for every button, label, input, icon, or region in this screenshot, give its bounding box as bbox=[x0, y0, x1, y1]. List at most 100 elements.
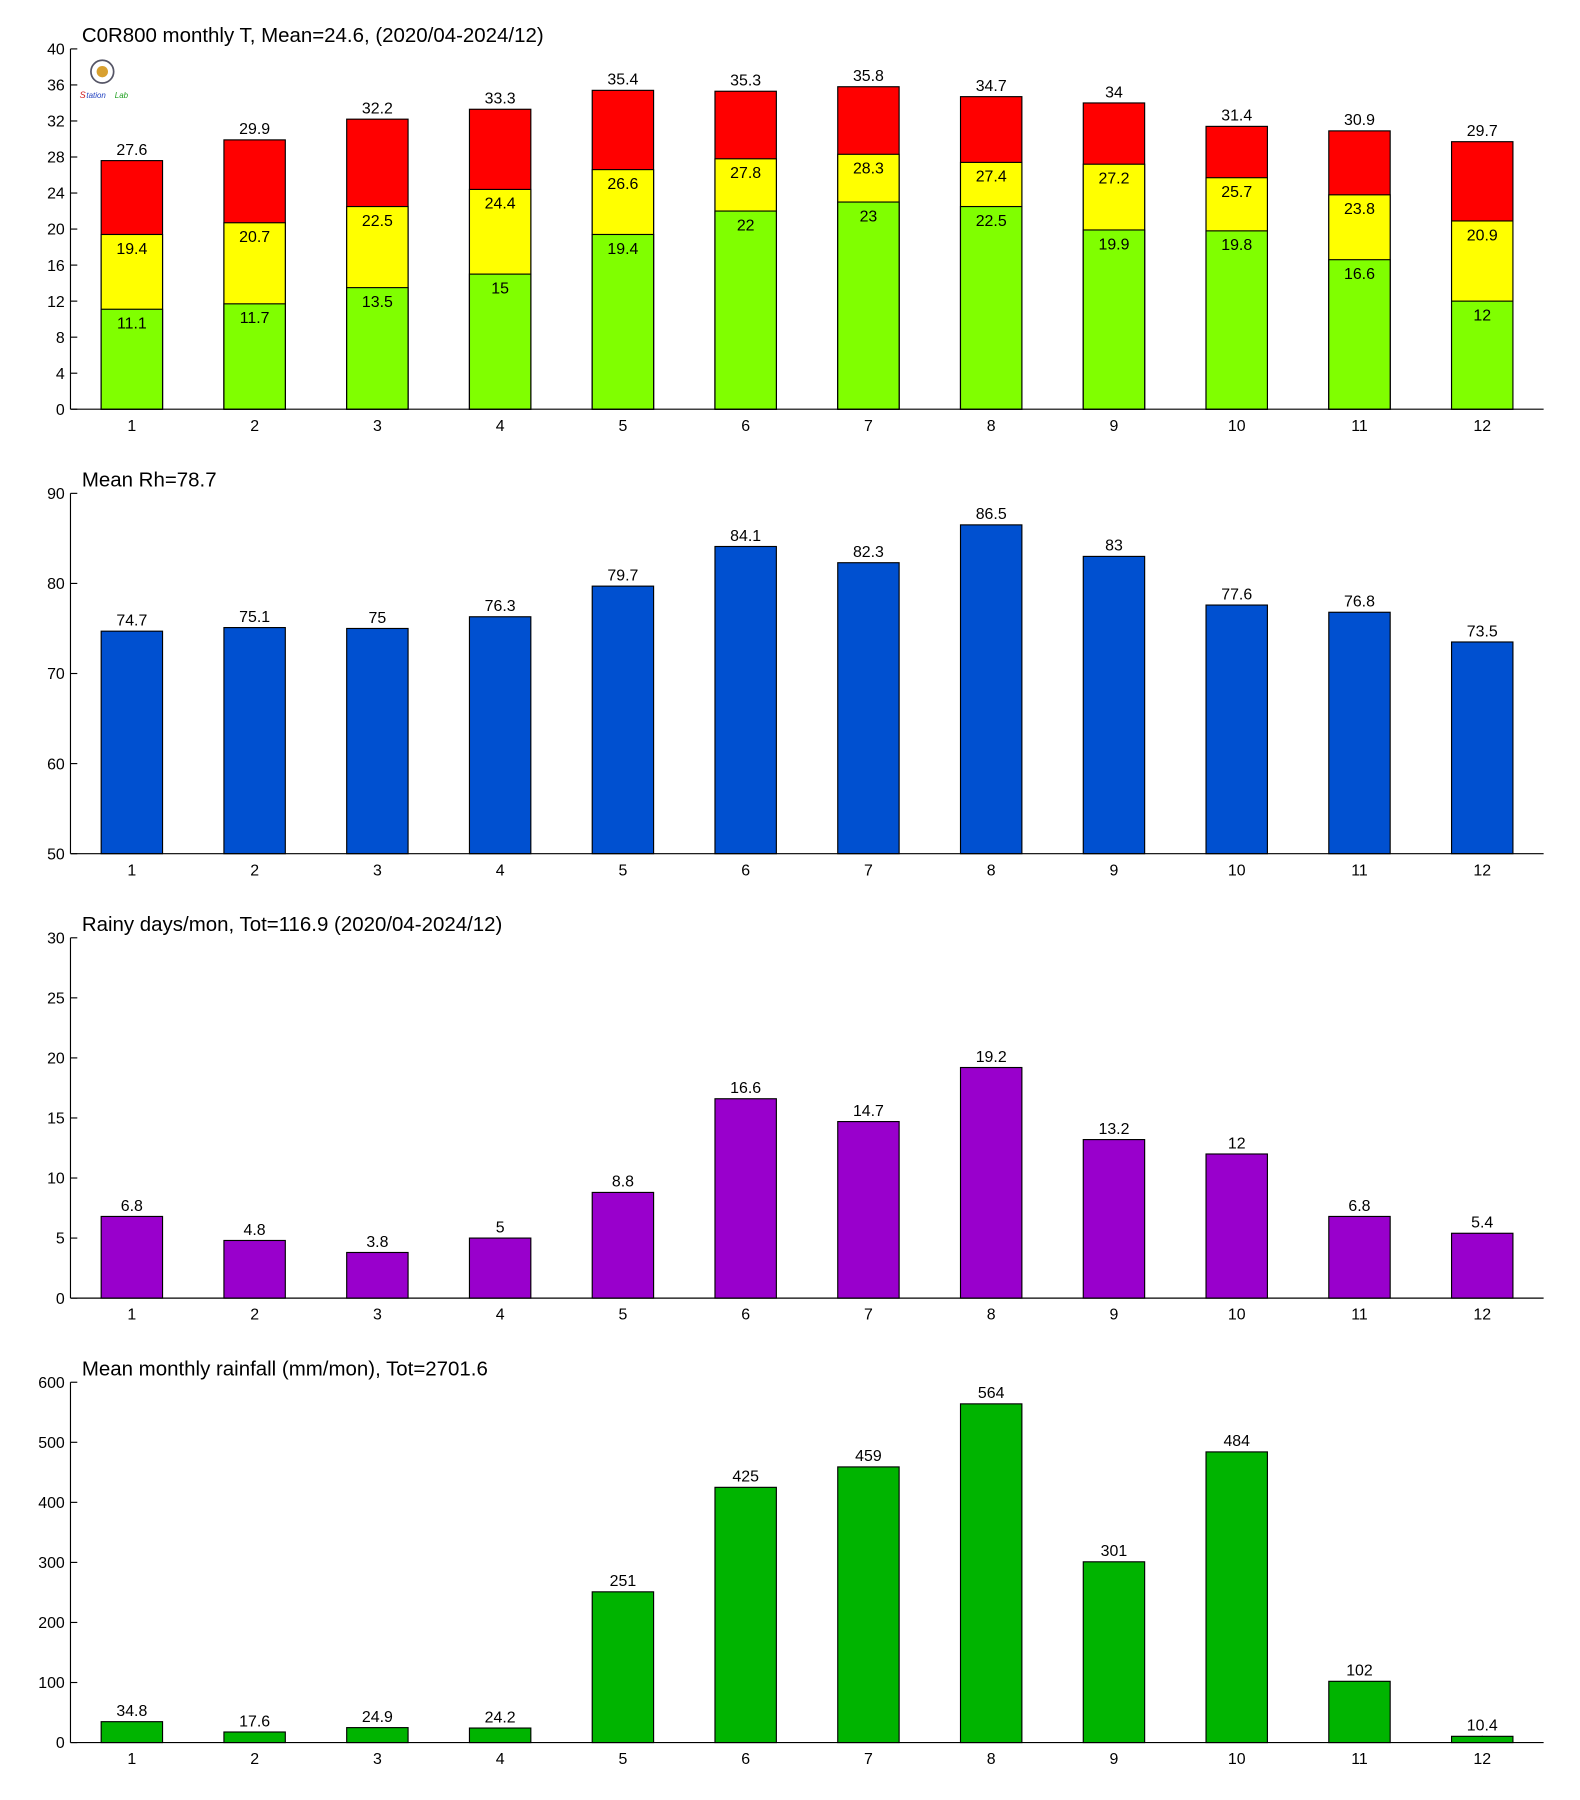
y-tick-label: 4 bbox=[56, 366, 65, 383]
bar bbox=[100, 1721, 164, 1744]
data-label: 29.7 bbox=[1467, 123, 1498, 140]
data-label: 20.9 bbox=[1467, 227, 1498, 244]
x-tick-label: 12 bbox=[1473, 862, 1491, 879]
y-tick-label: 32 bbox=[47, 114, 65, 131]
x-tick-label: 11 bbox=[1351, 862, 1368, 879]
x-tick-label: 7 bbox=[864, 862, 873, 879]
bar bbox=[100, 630, 164, 855]
data-label: 11.1 bbox=[117, 316, 147, 333]
data-label: 19.4 bbox=[607, 241, 638, 258]
bar bbox=[591, 233, 655, 410]
y-tick-label: 0 bbox=[56, 402, 65, 419]
bar bbox=[468, 273, 532, 410]
y-tick-label: 70 bbox=[47, 666, 65, 683]
data-label: 27.6 bbox=[116, 142, 147, 159]
data-label: 27.2 bbox=[1098, 171, 1129, 188]
data-label: 19.4 bbox=[116, 241, 147, 258]
bar bbox=[223, 303, 286, 410]
x-tick-label: 1 bbox=[127, 862, 136, 879]
data-label: 73.5 bbox=[1467, 623, 1498, 640]
x-tick-label: 1 bbox=[127, 418, 136, 435]
data-label: 19.9 bbox=[1098, 236, 1129, 253]
data-label: 23.8 bbox=[1344, 201, 1375, 218]
bar bbox=[959, 1403, 1023, 1744]
x-tick-label: 12 bbox=[1473, 418, 1491, 435]
data-label: 12 bbox=[1473, 307, 1491, 324]
data-label: 74.7 bbox=[116, 612, 147, 629]
data-label: 17.6 bbox=[239, 1713, 270, 1730]
bar bbox=[1450, 1232, 1514, 1299]
data-label: 76.3 bbox=[485, 598, 516, 615]
data-label: 30.9 bbox=[1344, 112, 1375, 129]
bar bbox=[837, 562, 900, 855]
data-label: 76.8 bbox=[1344, 594, 1375, 611]
y-tick-label: 20 bbox=[47, 222, 65, 239]
x-tick-label: 10 bbox=[1228, 1751, 1246, 1768]
bar bbox=[468, 616, 532, 855]
data-label: 35.4 bbox=[607, 72, 638, 89]
y-tick-label: 100 bbox=[38, 1675, 65, 1692]
bar bbox=[1450, 641, 1514, 855]
data-label: 82.3 bbox=[853, 544, 884, 561]
x-tick-label: 2 bbox=[250, 1751, 259, 1768]
chart-title: Rainy days/mon, Tot=116.9 (2020/04-2024/… bbox=[82, 913, 503, 936]
data-label: 19.8 bbox=[1221, 237, 1252, 254]
data-label: 75 bbox=[369, 610, 387, 627]
data-label: 84.1 bbox=[730, 528, 761, 545]
data-label: 11.7 bbox=[240, 310, 270, 327]
svg-text:S: S bbox=[80, 90, 86, 100]
data-label: 425 bbox=[732, 1469, 759, 1486]
bar bbox=[591, 1591, 655, 1744]
x-tick-label: 11 bbox=[1351, 418, 1368, 435]
x-tick-label: 8 bbox=[987, 418, 996, 435]
x-tick-label: 5 bbox=[618, 862, 627, 879]
data-label: 26.6 bbox=[607, 176, 638, 193]
bar bbox=[100, 308, 164, 410]
y-tick-label: 300 bbox=[38, 1555, 65, 1572]
y-tick-label: 30 bbox=[47, 930, 65, 947]
y-tick-label: 20 bbox=[47, 1051, 65, 1068]
x-tick-label: 12 bbox=[1473, 1751, 1491, 1768]
data-label: 5 bbox=[496, 1219, 505, 1236]
data-label: 6.8 bbox=[121, 1198, 143, 1215]
x-tick-label: 3 bbox=[373, 1751, 382, 1768]
logo: S tation Lab bbox=[80, 59, 129, 100]
x-tick-label: 1 bbox=[127, 1751, 136, 1768]
y-tick-label: 40 bbox=[47, 42, 65, 59]
bar bbox=[346, 287, 409, 410]
bar bbox=[959, 205, 1023, 410]
x-tick-label: 3 bbox=[373, 1307, 382, 1324]
y-tick-label: 0 bbox=[56, 1291, 65, 1308]
x-tick-label: 4 bbox=[496, 1751, 505, 1768]
bar bbox=[1082, 1561, 1146, 1744]
data-label: 13.2 bbox=[1098, 1121, 1129, 1138]
data-label: 251 bbox=[610, 1573, 637, 1590]
data-label: 22.5 bbox=[976, 213, 1007, 230]
data-label: 29.9 bbox=[239, 121, 270, 138]
bar bbox=[468, 1727, 532, 1744]
data-label: 75.1 bbox=[239, 609, 270, 626]
bar bbox=[837, 1466, 900, 1744]
y-tick-label: 15 bbox=[47, 1111, 65, 1128]
y-tick-label: 8 bbox=[56, 330, 65, 347]
data-label: 14.7 bbox=[853, 1103, 884, 1120]
x-tick-label: 8 bbox=[987, 862, 996, 879]
y-tick-label: 10 bbox=[47, 1171, 65, 1188]
data-label: 20.7 bbox=[239, 229, 270, 246]
x-tick-label: 12 bbox=[1473, 1307, 1491, 1324]
y-tick-label: 200 bbox=[38, 1615, 65, 1632]
data-label: 28.3 bbox=[853, 161, 884, 178]
bar bbox=[714, 1098, 777, 1299]
bar bbox=[1082, 555, 1146, 855]
data-label: 34.8 bbox=[116, 1703, 147, 1720]
x-tick-label: 7 bbox=[864, 1307, 873, 1324]
bar bbox=[1082, 1139, 1146, 1299]
bar bbox=[1205, 604, 1268, 855]
bar bbox=[223, 1239, 286, 1299]
data-label: 19.2 bbox=[976, 1049, 1007, 1066]
x-tick-label: 2 bbox=[250, 1307, 259, 1324]
svg-text:tation: tation bbox=[86, 91, 106, 100]
x-tick-label: 8 bbox=[987, 1751, 996, 1768]
bar bbox=[223, 627, 286, 855]
